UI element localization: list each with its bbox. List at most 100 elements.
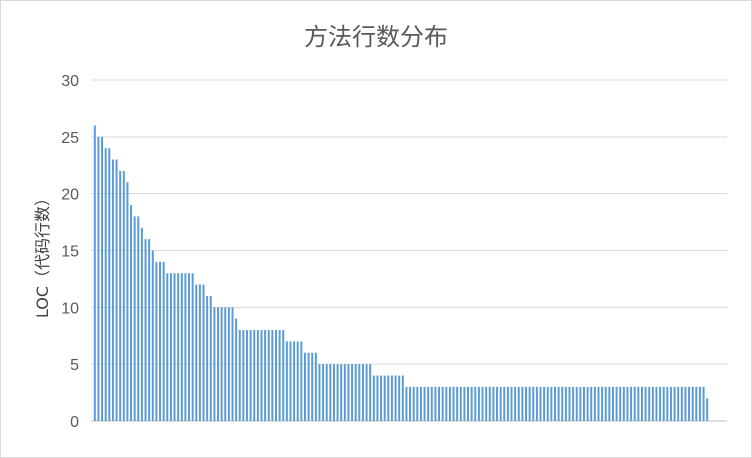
bar bbox=[303, 352, 306, 421]
bar bbox=[416, 386, 419, 421]
bar bbox=[398, 375, 401, 421]
bar bbox=[485, 386, 488, 421]
bar bbox=[307, 352, 310, 421]
bar bbox=[97, 136, 100, 421]
bar bbox=[452, 386, 455, 421]
bar bbox=[169, 273, 172, 421]
y-tick-label: 25 bbox=[61, 130, 79, 147]
bar bbox=[651, 386, 654, 421]
bar bbox=[300, 341, 303, 421]
bar bbox=[155, 261, 158, 421]
bar bbox=[390, 375, 393, 421]
y-tick-label: 20 bbox=[61, 187, 79, 204]
bar bbox=[148, 239, 151, 421]
bar bbox=[568, 386, 571, 421]
y-axis-label: LOC（代码行数） bbox=[33, 190, 52, 318]
bar bbox=[637, 386, 640, 421]
bar bbox=[260, 330, 263, 421]
bar bbox=[108, 148, 111, 421]
bar bbox=[532, 386, 535, 421]
bar bbox=[122, 170, 125, 421]
bar bbox=[188, 273, 191, 421]
bar bbox=[311, 352, 314, 421]
bar bbox=[282, 330, 285, 421]
bar bbox=[217, 307, 220, 421]
y-tick-label: 10 bbox=[61, 300, 79, 317]
bar bbox=[590, 386, 593, 421]
bar bbox=[111, 159, 114, 421]
bar bbox=[630, 386, 633, 421]
bar bbox=[510, 386, 513, 421]
bar bbox=[101, 136, 104, 421]
bar bbox=[655, 386, 658, 421]
bar bbox=[586, 386, 589, 421]
bar bbox=[278, 330, 281, 421]
bar bbox=[137, 216, 140, 421]
bar bbox=[695, 386, 698, 421]
bar bbox=[662, 386, 665, 421]
bar bbox=[503, 386, 506, 421]
bar bbox=[180, 273, 183, 421]
bar bbox=[332, 364, 335, 421]
bar bbox=[702, 386, 705, 421]
bar bbox=[608, 386, 611, 421]
bar bbox=[195, 284, 198, 421]
bar bbox=[622, 386, 625, 421]
bar bbox=[506, 386, 509, 421]
bar bbox=[673, 386, 676, 421]
bar bbox=[383, 375, 386, 421]
bar bbox=[680, 386, 683, 421]
bar bbox=[619, 386, 622, 421]
bar bbox=[474, 386, 477, 421]
bar bbox=[459, 386, 462, 421]
bar bbox=[369, 364, 372, 421]
bar bbox=[322, 364, 325, 421]
bar bbox=[401, 375, 404, 421]
bar bbox=[517, 386, 520, 421]
bar bbox=[246, 330, 248, 421]
gridlines bbox=[91, 79, 727, 422]
bar bbox=[543, 386, 546, 421]
bar bbox=[387, 375, 390, 421]
bar bbox=[481, 386, 484, 421]
bar bbox=[198, 284, 201, 421]
bar bbox=[409, 386, 412, 421]
bar bbox=[144, 239, 147, 421]
y-tick-label: 5 bbox=[70, 357, 79, 374]
bar bbox=[698, 386, 701, 421]
bar bbox=[206, 295, 209, 421]
bar bbox=[434, 386, 437, 421]
bar bbox=[438, 386, 441, 421]
bar bbox=[358, 364, 361, 421]
bar bbox=[539, 386, 542, 421]
bar bbox=[351, 364, 354, 421]
chart-title: 方法行数分布 bbox=[304, 23, 448, 51]
bar bbox=[412, 386, 415, 421]
bar bbox=[593, 386, 596, 421]
bar bbox=[209, 295, 212, 421]
bar bbox=[477, 386, 480, 421]
bar bbox=[177, 273, 180, 421]
bar bbox=[166, 273, 169, 421]
bar bbox=[274, 330, 277, 421]
bar bbox=[496, 386, 499, 421]
bar bbox=[119, 170, 122, 421]
bar bbox=[419, 386, 422, 421]
bar bbox=[423, 386, 426, 421]
y-tick-labels: 0 5 10 15 20 25 30 bbox=[61, 73, 79, 431]
bar bbox=[231, 307, 234, 421]
bar bbox=[601, 386, 604, 421]
y-tick-label: 30 bbox=[61, 73, 79, 90]
bar bbox=[264, 330, 267, 421]
bar bbox=[615, 386, 618, 421]
bar bbox=[441, 386, 444, 421]
bar bbox=[405, 386, 408, 421]
bar bbox=[582, 386, 585, 421]
bar bbox=[242, 330, 245, 421]
bar bbox=[159, 261, 162, 421]
bar bbox=[238, 330, 241, 421]
bar bbox=[525, 386, 528, 421]
bar bbox=[184, 273, 187, 421]
bar bbox=[659, 386, 662, 421]
bar bbox=[470, 386, 473, 421]
